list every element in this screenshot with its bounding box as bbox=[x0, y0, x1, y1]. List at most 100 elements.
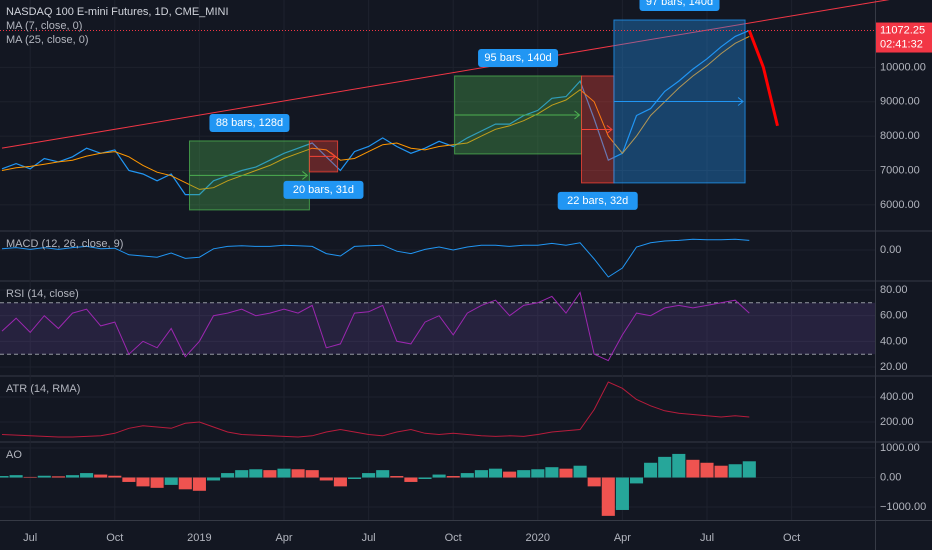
x-tick-label: Apr bbox=[275, 532, 292, 544]
ao-bar bbox=[559, 468, 573, 478]
ao-bar bbox=[235, 470, 249, 478]
ao-bar bbox=[503, 471, 517, 478]
x-tick-label: 2019 bbox=[187, 532, 211, 544]
ao-bar bbox=[418, 477, 432, 479]
ma-line bbox=[1, 29, 750, 196]
range-label-bg bbox=[639, 0, 720, 12]
ao-bar bbox=[192, 477, 206, 491]
y-tick-label: 7000.00 bbox=[880, 164, 920, 176]
range-label-bg bbox=[557, 191, 638, 210]
plot-area bbox=[0, 453, 756, 516]
ao-bar bbox=[51, 476, 65, 478]
range-label: 88 bars, 128d bbox=[216, 117, 283, 129]
ao-bar bbox=[474, 470, 488, 478]
ao-bar bbox=[305, 470, 319, 478]
ao-bar bbox=[658, 456, 672, 478]
range-arrowhead bbox=[606, 125, 613, 134]
indicator-line bbox=[1, 291, 750, 362]
ao-bar bbox=[94, 474, 108, 478]
y-tick-label: 1000.00 bbox=[880, 442, 920, 454]
ao-bar bbox=[263, 470, 277, 478]
y-tick-label: 40.00 bbox=[880, 335, 908, 347]
ao-bar bbox=[23, 476, 37, 478]
y-tick-label: 200.00 bbox=[880, 416, 914, 428]
y-tick-label: 9000.00 bbox=[880, 96, 920, 108]
x-tick-label: Jul bbox=[700, 532, 714, 544]
range-label: 22 bars, 32d bbox=[567, 195, 628, 207]
panel-title: AO bbox=[6, 449, 22, 461]
y-tick-label: 6000.00 bbox=[880, 199, 920, 211]
y-tick-label: −1000.00 bbox=[880, 501, 926, 513]
range-label: 97 bars, 140d bbox=[646, 0, 713, 8]
chart-title: NASDAQ 100 E-mini Futures, 1D, CME_MINI bbox=[6, 6, 229, 18]
y-tick-label: 0.00 bbox=[880, 244, 901, 256]
y-tick-label: 20.00 bbox=[880, 361, 908, 373]
ao-bar bbox=[376, 470, 390, 478]
ao-bar bbox=[432, 474, 446, 478]
legend-entry: MA (7, close, 0) bbox=[6, 20, 82, 32]
ao-bar bbox=[517, 470, 531, 478]
ao-bar bbox=[122, 477, 136, 482]
x-tick-label: 2020 bbox=[526, 532, 550, 544]
trendline-ext bbox=[862, 0, 890, 5]
y-tick-label: 8000.00 bbox=[880, 130, 920, 142]
y-tick-label: 10000.00 bbox=[880, 61, 926, 73]
x-tick-label: Oct bbox=[445, 532, 462, 544]
ao-bar bbox=[65, 475, 80, 478]
ao-bar bbox=[615, 477, 629, 510]
ao-bar bbox=[9, 475, 23, 478]
y-tick-label: 60.00 bbox=[880, 310, 908, 322]
ao-bar bbox=[333, 477, 347, 487]
ao-bar bbox=[460, 473, 474, 478]
ao-bar bbox=[601, 477, 615, 516]
plot-area bbox=[1, 238, 750, 278]
ao-bar bbox=[80, 473, 94, 478]
ao-bar bbox=[291, 469, 305, 478]
range-label: 20 bars, 31d bbox=[293, 184, 354, 196]
ao-bar bbox=[531, 469, 545, 478]
ao-bar bbox=[362, 473, 376, 478]
ao-bar bbox=[221, 473, 235, 478]
range-label-bg bbox=[478, 48, 559, 67]
ao-bar bbox=[37, 475, 51, 478]
countdown: 02:41:32 bbox=[880, 38, 923, 50]
panel-title: MACD (12, 26, close, 9) bbox=[6, 238, 123, 250]
panel-title: ATR (14, RMA) bbox=[6, 383, 80, 395]
projection-line bbox=[747, 29, 779, 127]
trendline bbox=[1, 3, 863, 149]
ao-bar bbox=[319, 477, 333, 481]
ao-bar bbox=[206, 477, 221, 481]
ao-bar bbox=[728, 464, 742, 478]
ao-bar bbox=[347, 477, 362, 479]
ao-bar bbox=[390, 476, 404, 478]
y-tick-label: 0.00 bbox=[880, 471, 901, 483]
indicator-line bbox=[1, 238, 750, 278]
ao-bar bbox=[404, 477, 418, 482]
last-price-bg bbox=[876, 22, 932, 53]
rsi-band bbox=[0, 302, 875, 355]
ao-bar bbox=[573, 465, 587, 478]
x-tick-label: Oct bbox=[783, 532, 800, 544]
ao-bar bbox=[178, 477, 192, 490]
plot-area bbox=[0, 291, 875, 362]
ao-bar bbox=[0, 476, 9, 478]
range-label: 95 bars, 140d bbox=[484, 52, 551, 64]
ao-bar bbox=[672, 453, 686, 478]
ao-bar bbox=[714, 465, 728, 478]
ao-bar bbox=[446, 476, 460, 478]
range-label-bg bbox=[209, 113, 290, 132]
ao-bar bbox=[108, 475, 122, 478]
ao-bar bbox=[488, 468, 503, 478]
indicator-line bbox=[1, 381, 750, 438]
ao-bar bbox=[587, 477, 601, 487]
ao-bar bbox=[277, 468, 291, 478]
x-tick-label: Jul bbox=[23, 532, 37, 544]
ao-bar bbox=[700, 462, 714, 478]
y-tick-label: 80.00 bbox=[880, 284, 908, 296]
ao-bar bbox=[249, 469, 263, 478]
ao-bar bbox=[545, 467, 559, 478]
range-label-bg bbox=[283, 180, 364, 199]
